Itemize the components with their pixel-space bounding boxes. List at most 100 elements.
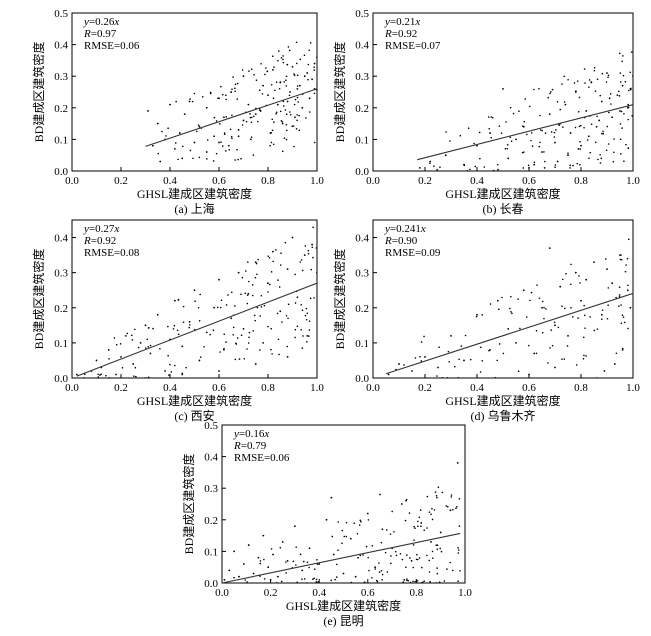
- data-point: [436, 567, 438, 569]
- data-point: [535, 329, 538, 332]
- data-point: [586, 139, 589, 141]
- data-point: [317, 581, 319, 583]
- regression-equation: y=0.16x: [233, 428, 269, 440]
- data-point: [446, 505, 449, 508]
- data-point: [341, 529, 344, 532]
- data-point: [152, 327, 154, 330]
- data-point: [299, 58, 302, 61]
- data-point: [466, 169, 469, 171]
- data-point: [225, 304, 228, 306]
- data-point: [285, 79, 287, 81]
- data-point: [198, 359, 201, 362]
- data-point: [435, 582, 437, 583]
- data-point: [533, 163, 536, 166]
- data-point: [359, 519, 362, 522]
- data-point: [413, 525, 415, 528]
- data-point: [401, 558, 404, 561]
- data-point: [601, 318, 603, 320]
- data-point: [502, 352, 505, 355]
- data-point: [410, 559, 413, 562]
- y-axis-title: BD建成区建筑密度: [332, 42, 347, 143]
- data-point: [285, 561, 287, 563]
- data-point: [579, 163, 581, 166]
- data-point: [255, 79, 258, 82]
- data-point: [488, 127, 491, 130]
- data-point: [601, 72, 604, 75]
- data-point: [266, 70, 269, 72]
- data-point: [281, 121, 284, 123]
- regression-line: [76, 282, 317, 377]
- data-point: [316, 271, 317, 274]
- regression-equation: y=0.27x: [83, 223, 119, 235]
- data-point: [275, 112, 277, 115]
- data-point: [306, 334, 309, 337]
- data-point: [270, 327, 273, 330]
- data-point: [275, 582, 278, 583]
- data-point: [589, 316, 591, 318]
- data-point: [282, 100, 285, 103]
- data-point: [272, 68, 274, 71]
- data-point: [438, 346, 440, 349]
- y-tick-label: 0.3: [204, 483, 218, 495]
- data-point: [601, 309, 604, 311]
- data-point: [563, 358, 566, 360]
- data-point: [541, 331, 544, 334]
- data-point: [252, 572, 255, 575]
- data-point: [629, 88, 632, 91]
- data-point: [316, 563, 319, 566]
- data-point: [428, 511, 431, 513]
- data-point: [169, 103, 171, 106]
- regression-line: [417, 104, 633, 161]
- data-point: [450, 334, 452, 337]
- data-point: [248, 70, 250, 72]
- data-point: [509, 136, 512, 139]
- chart-panel-5: 0.0 0.2 0.4 0.6 0.8 1.0 0.0 0.1 0.2 0.3 0.4 0.5 GHSL…: [181, 420, 472, 628]
- data-point: [255, 262, 258, 265]
- x-tick-label: 0.6: [212, 175, 226, 187]
- data-point: [609, 93, 612, 95]
- data-point: [308, 335, 310, 337]
- data-point: [306, 72, 309, 74]
- data-point: [588, 86, 590, 88]
- data-point: [174, 142, 177, 144]
- data-point: [165, 135, 167, 137]
- data-point: [381, 579, 383, 581]
- data-point: [147, 345, 150, 348]
- data-point: [578, 275, 580, 277]
- data-point: [198, 125, 201, 128]
- data-point: [620, 110, 623, 113]
- data-point: [120, 356, 122, 358]
- data-point: [627, 147, 629, 149]
- data-point: [125, 334, 127, 337]
- data-point: [458, 525, 461, 527]
- data-point: [596, 78, 599, 81]
- data-point: [366, 512, 369, 515]
- data-point: [455, 507, 457, 510]
- data-point: [256, 273, 258, 276]
- data-point: [212, 329, 215, 332]
- data-point: [233, 576, 235, 579]
- data-point: [627, 284, 629, 287]
- data-point: [525, 316, 528, 318]
- data-point: [272, 250, 274, 253]
- data-point: [218, 370, 220, 372]
- data-point: [414, 580, 416, 583]
- data-point: [378, 562, 380, 564]
- data-point: [622, 316, 625, 318]
- data-point: [301, 578, 303, 580]
- regression-line: [222, 532, 461, 583]
- data-point: [248, 336, 250, 339]
- y-tick-label: 0.1: [54, 134, 68, 146]
- data-point: [83, 373, 86, 376]
- regression-equation: y=0.21x: [384, 16, 420, 28]
- data-point: [301, 106, 304, 109]
- regression-line: [145, 88, 317, 147]
- data-point: [221, 93, 224, 96]
- data-point: [279, 110, 282, 113]
- data-point: [295, 546, 298, 548]
- panel-caption: (e) 昆明: [323, 614, 363, 628]
- data-point: [181, 373, 184, 376]
- data-point: [233, 550, 236, 553]
- eq-rest: =0.21: [390, 16, 415, 28]
- data-point: [285, 75, 288, 78]
